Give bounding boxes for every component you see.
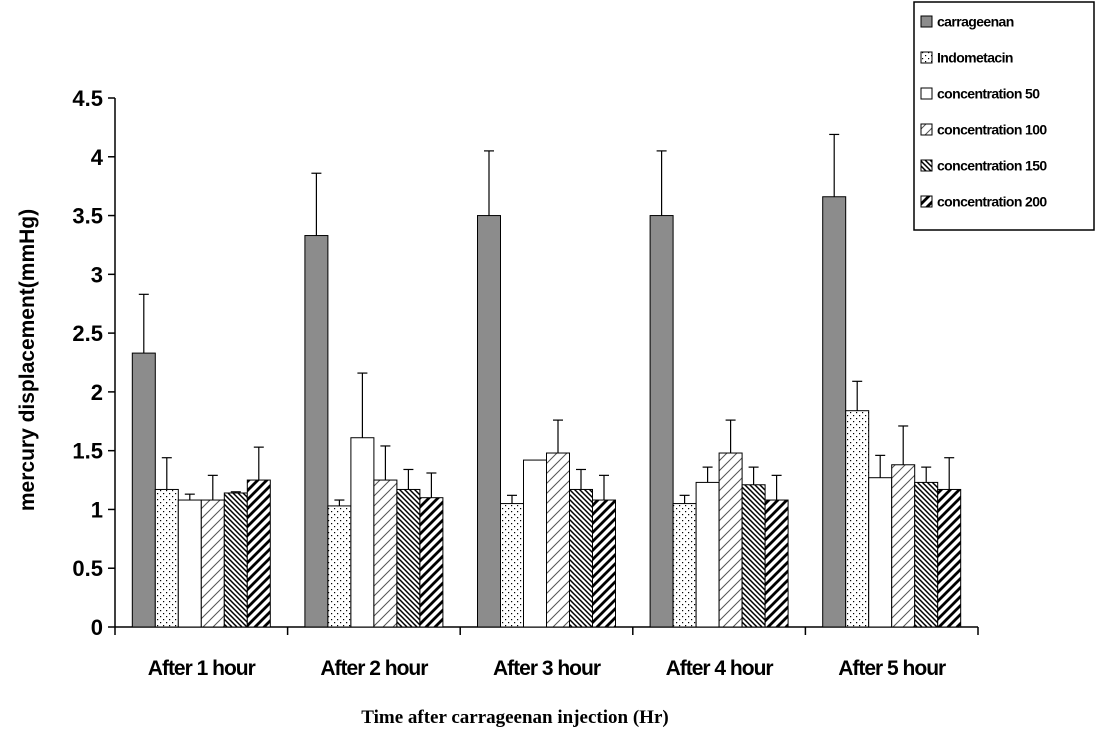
error-bars (138, 133, 955, 506)
x-tick-label: After 5 hour (838, 657, 946, 680)
legend-swatch (920, 87, 933, 100)
bar (223, 492, 248, 628)
bar (523, 459, 547, 628)
x-tick-label: After 1 hour (148, 657, 256, 680)
bar (177, 499, 202, 628)
bar (200, 499, 225, 628)
bar (477, 215, 501, 628)
bar (304, 235, 329, 628)
bar (741, 484, 766, 628)
y-axis-label: mercury displacement(mmHg) (16, 209, 39, 511)
bar (695, 481, 720, 628)
y-tick-label: 4.5 (72, 86, 103, 111)
bar (350, 437, 375, 628)
legend-label: concentration 200 (937, 194, 1047, 210)
bar (569, 488, 593, 628)
y-tick-label: 2 (91, 380, 103, 405)
y-ticks: 0 0.5 1 1.5 2 2.5 3 3.5 4 4.5 (72, 86, 115, 640)
y-tick-label: 3.5 (72, 204, 103, 229)
legend-label: Indometacin (937, 50, 1013, 66)
bar (592, 499, 616, 628)
legend-label: concentration 50 (937, 86, 1040, 102)
bar (500, 503, 524, 628)
bar (396, 488, 421, 628)
bar (327, 505, 352, 628)
bar (937, 488, 962, 628)
legend-swatch (920, 51, 933, 64)
legend-swatch (920, 159, 933, 172)
legend-label: carrageenan (937, 14, 1014, 30)
legend-box (913, 1, 1095, 231)
y-tick-label: 2.5 (72, 321, 103, 346)
bar (131, 352, 156, 628)
legend-swatch (920, 195, 933, 208)
bar (419, 497, 444, 628)
legend: carrageenan Indometacin concentration 50 co… (913, 1, 1095, 231)
legend-label: concentration 150 (937, 158, 1047, 174)
bar (845, 410, 870, 628)
x-tick-label: After 2 hour (320, 657, 428, 680)
y-tick-label: 1 (91, 497, 103, 522)
x-tick-label: After 4 hour (666, 657, 774, 680)
bars (131, 196, 962, 628)
bar (914, 481, 939, 628)
bar (546, 452, 570, 628)
y-tick-label: 3 (91, 262, 103, 287)
bar (718, 452, 743, 628)
bar (868, 477, 893, 628)
legend-label: concentration 100 (937, 122, 1047, 138)
y-tick-label: 0 (91, 615, 103, 640)
bar (154, 488, 179, 628)
y-tick-label: 4 (91, 145, 104, 170)
x-ticks: After 1 hour After 2 hour After 3 hour Afte… (114, 627, 979, 680)
bar (891, 464, 916, 628)
bar (649, 215, 674, 628)
bar (246, 479, 271, 628)
x-tick-label: After 3 hour (493, 657, 601, 680)
bar (373, 479, 398, 628)
bar (764, 499, 789, 628)
bar (672, 503, 697, 628)
legend-swatch (920, 15, 933, 28)
legend-swatch (920, 123, 933, 136)
y-tick-label: 0.5 (72, 556, 103, 581)
bar (822, 196, 847, 628)
x-axis-label: Time after carrageenan injection (Hr) (361, 707, 668, 728)
y-tick-label: 1.5 (72, 439, 103, 464)
